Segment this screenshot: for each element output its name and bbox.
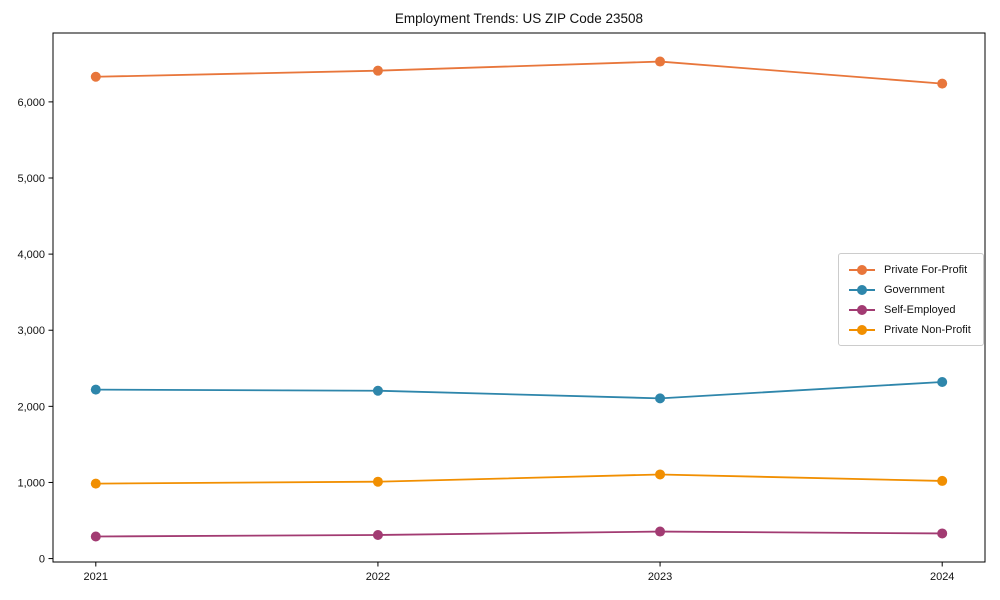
series-marker xyxy=(937,475,948,486)
series-marker xyxy=(90,531,101,542)
y-tick-label: 1,000 xyxy=(17,477,45,489)
series-marker xyxy=(372,65,383,76)
y-tick-label: 5,000 xyxy=(17,173,45,185)
x-tick-label: 2021 xyxy=(84,571,108,583)
chart-title: Employment Trends: US ZIP Code 23508 xyxy=(394,11,644,26)
series-marker xyxy=(90,71,101,82)
series-line xyxy=(95,60,943,85)
legend-marker-icon xyxy=(849,305,875,315)
legend-marker-icon xyxy=(849,325,875,335)
legend-item-private-for-profit: Private For-Profit xyxy=(847,261,975,279)
legend-item-self-employed: Self-Employed xyxy=(847,301,975,319)
series-marker xyxy=(655,56,666,67)
legend-item-label: Self-Employed xyxy=(884,304,956,316)
legend-item-label: Private For-Profit xyxy=(884,264,968,276)
x-tick-label: 2024 xyxy=(930,571,954,583)
series-marker xyxy=(655,393,666,404)
y-tick-label: 6,000 xyxy=(17,97,45,109)
legend-item-label: Private Non-Profit xyxy=(884,324,971,336)
legend-marker-icon xyxy=(849,285,875,295)
series-marker xyxy=(372,529,383,540)
legend-marker-icon xyxy=(849,265,875,275)
series-marker xyxy=(372,476,383,487)
y-tick-label: 2,000 xyxy=(17,401,45,413)
series-line xyxy=(95,473,943,485)
legend: Private For-Profit Government Self-Emplo… xyxy=(838,253,984,346)
x-tick-label: 2023 xyxy=(648,571,672,583)
legend-item-government: Government xyxy=(847,281,975,299)
series-marker xyxy=(90,384,101,395)
series-marker xyxy=(937,78,948,89)
series-marker xyxy=(372,385,383,396)
series-marker xyxy=(937,376,948,387)
legend-item-label: Government xyxy=(884,284,945,296)
axes-frame xyxy=(52,32,986,563)
y-tick-label: 3,000 xyxy=(17,325,45,337)
y-tick-label: 0 xyxy=(39,554,45,566)
series-line xyxy=(95,530,943,538)
y-tick-label: 4,000 xyxy=(17,249,45,261)
series-marker xyxy=(90,478,101,489)
series-marker xyxy=(655,526,666,537)
x-tick-label: 2022 xyxy=(366,571,390,583)
series-marker xyxy=(655,469,666,480)
series-marker xyxy=(937,528,948,539)
legend-item-private-non-profit: Private Non-Profit xyxy=(847,321,975,339)
series-line xyxy=(95,381,943,400)
